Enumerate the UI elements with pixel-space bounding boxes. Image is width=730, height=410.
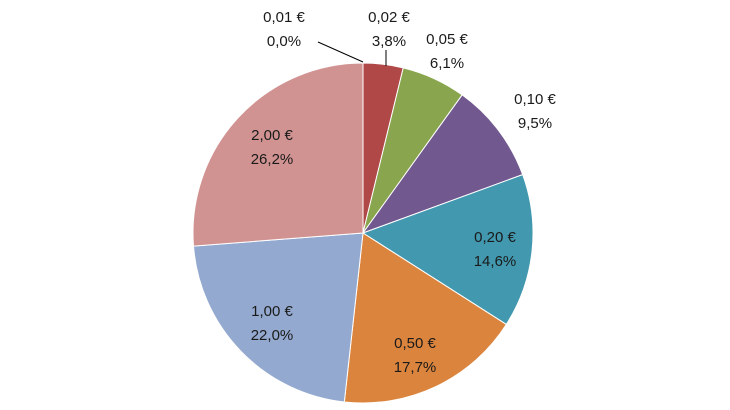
pie-slices bbox=[192, 62, 534, 404]
data-label-category: 0,01 € bbox=[263, 9, 305, 26]
data-label-0-05: 0,05 € 6,1% bbox=[426, 31, 468, 72]
data-label-0-50: 0,50 € 17,7% bbox=[394, 335, 437, 376]
data-label-1-00: 1,00 € 22,0% bbox=[251, 303, 294, 344]
data-label-0-01: 0,01 € 0,0% bbox=[263, 9, 305, 50]
pie-labels: 0,01 € 0,0% 0,02 € 3,8% 0,05 € 6,1% 0,10 € 9,5%… bbox=[251, 9, 557, 376]
data-label-percent: 6,1% bbox=[430, 55, 464, 72]
data-label-percent: 17,7% bbox=[394, 359, 437, 376]
data-label-percent: 0,0% bbox=[267, 33, 301, 50]
data-label-category: 2,00 € bbox=[251, 127, 293, 144]
pie-slice-0-10 bbox=[361, 94, 524, 235]
data-label-0-10: 0,10 € 9,5% bbox=[514, 91, 556, 132]
data-label-0-20: 0,20 € 14,6% bbox=[474, 229, 517, 270]
data-label-percent: 9,5% bbox=[518, 115, 552, 132]
pie-slice-2-00 bbox=[192, 62, 364, 247]
data-label-category: 1,00 € bbox=[251, 303, 293, 320]
data-label-category: 0,20 € bbox=[474, 229, 516, 246]
pie-slice-0-50 bbox=[343, 232, 508, 404]
data-label-percent: 14,6% bbox=[474, 253, 517, 270]
data-label-0-02: 0,02 € 3,8% bbox=[368, 9, 410, 50]
data-label-category: 0,50 € bbox=[394, 335, 436, 352]
data-label-percent: 22,0% bbox=[251, 327, 294, 344]
pie-slice-1-00 bbox=[192, 232, 364, 403]
pie-slice-0-20 bbox=[361, 173, 534, 326]
leader-lines bbox=[317, 41, 387, 66]
data-label-percent: 26,2% bbox=[251, 151, 294, 168]
data-label-category: 0,10 € bbox=[514, 91, 556, 108]
leader-line-1 bbox=[317, 41, 364, 63]
data-label-percent: 3,8% bbox=[372, 33, 406, 50]
data-label-2-00: 2,00 € 26,2% bbox=[251, 127, 294, 168]
data-label-category: 0,02 € bbox=[368, 9, 410, 26]
data-label-category: 0,05 € bbox=[426, 31, 468, 48]
